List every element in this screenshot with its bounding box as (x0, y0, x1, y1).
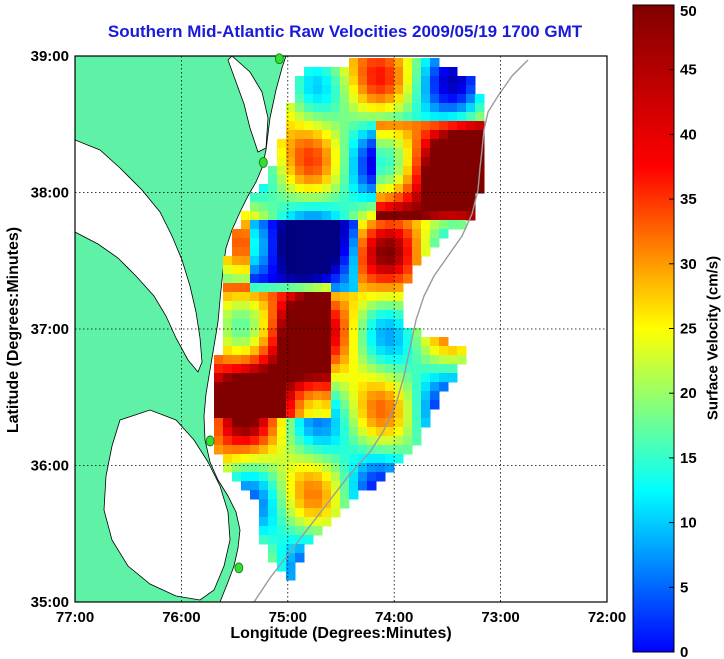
delaware-bay (227, 56, 269, 153)
y-tick-label: 35:00 (31, 594, 69, 611)
colorbar-tick-label: 0 (680, 644, 688, 659)
colorbar-tick-label: 25 (680, 321, 697, 338)
y-axis-label: Latitude (Degrees:Minutes) (5, 226, 22, 434)
x-tick-label: 75:00 (269, 609, 307, 626)
colorbar-tick-label: 15 (680, 450, 697, 467)
grid-lines (75, 56, 607, 602)
x-axis-label: Longitude (Degrees:Minutes) (230, 625, 452, 642)
station-marker (205, 435, 215, 447)
bathymetry-contour (253, 59, 529, 602)
x-tick-label: 72:00 (588, 609, 626, 626)
x-tick-labels: 77:00 76:00 75:00 74:00 73:00 72:00 (56, 609, 626, 626)
colorbar (632, 4, 675, 653)
station-marker (274, 53, 284, 65)
colorbar-tick-label: 10 (680, 515, 697, 532)
y-tick-label: 38:00 (31, 185, 69, 202)
colorbar-label: Surface Velocity (cm/s) (704, 255, 722, 421)
colorbar-tick-label: 30 (680, 256, 697, 273)
pamlico-sound (103, 409, 231, 601)
colorbar-tick-label: 5 (680, 579, 688, 596)
station-marker (234, 562, 244, 574)
colorbar-tick-label: 50 (680, 3, 697, 20)
y-tick-labels: 39:00 38:00 37:00 36:00 35:00 (31, 48, 69, 611)
station-marker (258, 157, 268, 168)
hf-radar-stations (205, 53, 284, 574)
y-tick-label: 37:00 (31, 321, 69, 338)
map-title: Southern Mid-Atlantic Raw Velocities 200… (107, 22, 583, 41)
velocity-field (214, 58, 485, 581)
x-tick-label: 76:00 (162, 609, 200, 626)
colorbar-tick-label: 35 (680, 191, 697, 208)
chesapeake-bay (75, 139, 203, 373)
y-tick-label: 36:00 (31, 458, 69, 475)
colorbar-tick-label: 20 (680, 385, 697, 402)
y-tick-label: 39:00 (31, 48, 69, 65)
map-frame (74, 55, 608, 603)
colorbar-tick-label: 40 (680, 126, 697, 143)
colorbar-tick-label: 45 (680, 62, 697, 79)
x-tick-label: 77:00 (56, 609, 94, 626)
x-tick-label: 74:00 (375, 609, 413, 626)
x-tick-label: 73:00 (481, 609, 519, 626)
